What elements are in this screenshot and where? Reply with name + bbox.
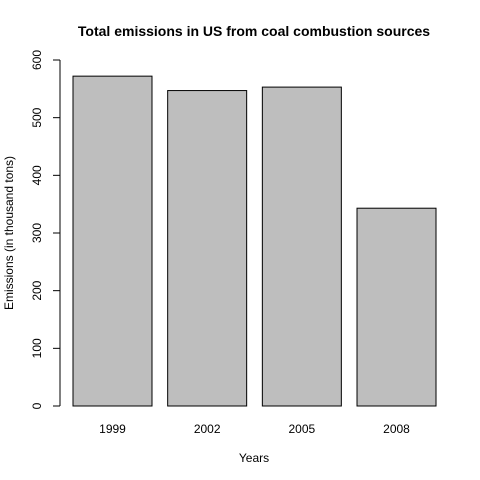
y-tick-label: 600	[30, 50, 44, 70]
x-tick-label: 2008	[383, 422, 410, 436]
y-axis-label: Emissions (in thousand tons)	[2, 156, 16, 310]
x-tick-label: 2005	[288, 422, 315, 436]
x-axis-labels: 1999 2002 2005 2008	[99, 422, 410, 436]
y-tick-label: 400	[30, 165, 44, 185]
bar-2002	[167, 90, 248, 407]
bars-group	[72, 75, 437, 407]
y-axis-ticks: 0 100 200 300 400 500 600	[30, 50, 60, 409]
chart-title: Total emissions in US from coal combusti…	[78, 23, 430, 39]
bar-1999	[72, 75, 153, 407]
x-tick-label: 1999	[99, 422, 126, 436]
y-tick-label: 0	[30, 402, 44, 409]
bar-2005	[261, 86, 342, 407]
y-tick-label: 100	[30, 338, 44, 358]
y-tick-label: 300	[30, 223, 44, 243]
x-axis-label: Years	[239, 451, 269, 465]
y-tick-label: 500	[30, 107, 44, 127]
x-tick-label: 2002	[194, 422, 221, 436]
bar-2008	[356, 207, 437, 407]
y-tick-label: 200	[30, 280, 44, 300]
